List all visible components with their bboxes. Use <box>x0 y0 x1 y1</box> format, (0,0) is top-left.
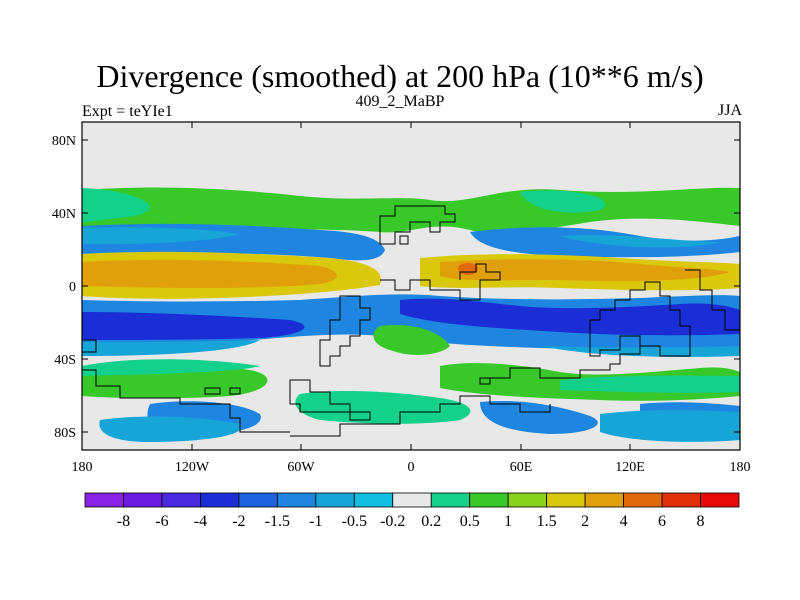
field-band-south-negative-light <box>82 340 740 357</box>
colorbar-swatch <box>315 492 355 508</box>
lon-label-60w: 60W <box>287 460 315 475</box>
coastline-africa <box>319 295 371 367</box>
colorbar-label: 1.5 <box>537 513 557 530</box>
colorbar <box>84 492 740 508</box>
lat-label-80s: 80S <box>54 426 76 441</box>
colorbar-label: -4 <box>194 513 207 530</box>
colorbar-swatch <box>430 492 471 508</box>
coastline-antarctica <box>290 395 551 437</box>
map-field <box>82 122 740 450</box>
colorbar-label: 4 <box>620 513 628 530</box>
coastline-southern-atlantic <box>289 379 371 421</box>
colorbar-label: -1.5 <box>265 513 290 530</box>
colorbar-swatch <box>238 492 278 508</box>
colorbar-label: -2 <box>232 513 245 530</box>
colorbar-label: -0.5 <box>342 513 367 530</box>
field-south-negative-light <box>99 410 740 442</box>
lon-label-180w: 180 <box>72 460 93 475</box>
field-south-positive-light <box>82 359 740 424</box>
colorbar-swatch <box>469 492 509 508</box>
experiment-label: Expt = teYIe1 <box>82 103 173 120</box>
lat-label-80n: 80N <box>52 134 76 149</box>
colorbar-swatch <box>700 492 740 508</box>
coastlines <box>82 205 740 437</box>
lon-label-120w: 120W <box>175 460 210 475</box>
coastline-europe-asia <box>379 205 456 245</box>
colorbar-label: -6 <box>155 513 168 530</box>
coastline-australia <box>490 345 660 379</box>
field-band-south-negative-dark <box>82 298 740 340</box>
coastline-maritime-continent <box>589 281 691 357</box>
field-band-north-negative <box>82 223 740 261</box>
coastline-small-islands <box>204 235 491 395</box>
colorbar-label: 0.2 <box>421 513 441 530</box>
lat-label-40s: 40S <box>54 353 76 368</box>
colorbar-label: -0.2 <box>380 513 405 530</box>
colorbar-swatch <box>584 492 624 508</box>
colorbar-swatch <box>353 492 394 508</box>
lon-label-60e: 60E <box>510 460 533 475</box>
colorbar-swatch <box>123 492 163 508</box>
plot-title: Divergence (smoothed) at 200 hPa (10**6 … <box>96 58 704 94</box>
colorbar-label: 6 <box>658 513 666 530</box>
colorbar-swatch <box>507 492 548 508</box>
lon-axis <box>81 122 741 450</box>
colorbar-labels: -8 -6 -4 -2 -1.5 -1 -0.5 -0.2 0.2 0.5 1 1.5 2 4 6 8 <box>117 513 705 530</box>
colorbar-label: 2 <box>581 513 589 530</box>
field-band-north-light <box>82 188 606 222</box>
colorbar-label: 8 <box>697 513 705 530</box>
colorbar-label: 1 <box>504 513 512 530</box>
colorbar-swatch <box>623 492 663 508</box>
colorbar-label: -8 <box>117 513 130 530</box>
lon-label-0: 0 <box>408 460 415 475</box>
lon-label-120e: 120E <box>615 460 645 475</box>
colorbar-swatch <box>661 492 701 508</box>
lon-labels: 180 120W 60W 0 60E 120E 180 <box>72 460 751 475</box>
lat-label-0: 0 <box>69 280 76 295</box>
colorbar-swatch <box>161 492 201 508</box>
season-label: JJA <box>717 102 742 119</box>
colorbar-swatch <box>392 492 432 508</box>
colorbar-swatch <box>276 492 317 508</box>
lat-labels: 80N 40N 0 40S 80S <box>52 134 76 441</box>
colorbar-label: 0.5 <box>460 513 480 530</box>
colorbar-swatch <box>84 492 124 508</box>
coastline-pacific-islands <box>685 269 740 331</box>
coastline-arabia-india <box>380 263 501 301</box>
field-south-negative <box>147 400 740 434</box>
coastline-south-america <box>82 339 290 433</box>
field-band-tropical-strong <box>82 259 730 288</box>
field-max-center <box>458 263 478 275</box>
colorbar-swatch <box>200 492 240 508</box>
field-band-north-negative-light <box>82 227 720 248</box>
lat-label-40n: 40N <box>52 207 76 222</box>
lon-label-180e: 180 <box>730 460 751 475</box>
colorbar-swatch <box>546 492 586 508</box>
lat-axis <box>82 139 740 433</box>
run-label: 409_2_MaBP <box>355 93 445 110</box>
colorbar-label: -1 <box>309 513 322 530</box>
